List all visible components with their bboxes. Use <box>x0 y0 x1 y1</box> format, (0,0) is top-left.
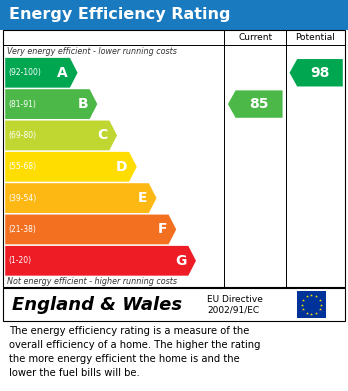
Text: B: B <box>77 97 88 111</box>
Text: (55-68): (55-68) <box>8 162 36 171</box>
Text: Current: Current <box>238 33 272 42</box>
Text: C: C <box>97 128 108 142</box>
Text: 2002/91/EC: 2002/91/EC <box>207 305 259 314</box>
Text: A: A <box>57 66 68 80</box>
Text: F: F <box>157 222 167 237</box>
Bar <box>296 291 326 318</box>
Text: 98: 98 <box>310 66 329 80</box>
Bar <box>0 30 348 287</box>
Text: (39-54): (39-54) <box>8 194 36 203</box>
Text: Not energy efficient - higher running costs: Not energy efficient - higher running co… <box>7 277 177 286</box>
Polygon shape <box>5 246 196 276</box>
Text: (92-100): (92-100) <box>8 68 41 77</box>
Polygon shape <box>5 89 97 119</box>
Text: (21-38): (21-38) <box>8 225 36 234</box>
Text: (1-20): (1-20) <box>8 256 31 265</box>
Bar <box>3 30 345 287</box>
Text: (81-91): (81-91) <box>8 100 36 109</box>
Text: 85: 85 <box>249 97 269 111</box>
Text: Very energy efficient - lower running costs: Very energy efficient - lower running co… <box>7 47 177 56</box>
Polygon shape <box>5 152 137 182</box>
Polygon shape <box>228 90 283 118</box>
Text: Energy Efficiency Rating: Energy Efficiency Rating <box>9 7 230 22</box>
Text: EU Directive: EU Directive <box>207 295 263 304</box>
Polygon shape <box>5 215 176 244</box>
Text: (69-80): (69-80) <box>8 131 36 140</box>
Polygon shape <box>5 58 78 88</box>
Polygon shape <box>290 59 343 86</box>
Text: E: E <box>137 191 147 205</box>
Text: D: D <box>116 160 127 174</box>
Text: Potential: Potential <box>295 33 335 42</box>
Polygon shape <box>5 183 157 213</box>
Bar <box>0 0 348 30</box>
Text: The energy efficiency rating is a measure of the
overall efficiency of a home. T: The energy efficiency rating is a measur… <box>9 326 260 378</box>
Text: G: G <box>175 254 187 268</box>
Polygon shape <box>5 120 117 150</box>
Bar <box>3 288 345 321</box>
Text: England & Wales: England & Wales <box>12 296 182 314</box>
